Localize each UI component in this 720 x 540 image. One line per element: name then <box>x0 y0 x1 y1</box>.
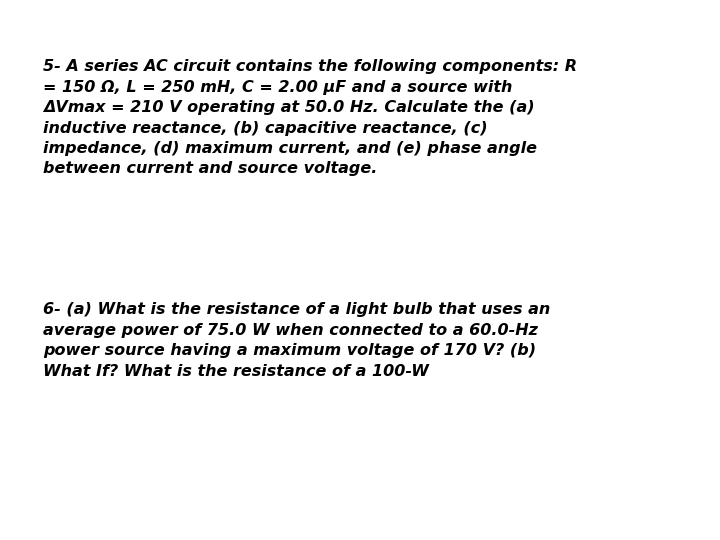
Text: 6- (a) What is the resistance of a light bulb that uses an
average power of 75.0: 6- (a) What is the resistance of a light… <box>43 302 551 379</box>
Text: 5- A series AC circuit contains the following components: R
= 150 Ω, L = 250 mH,: 5- A series AC circuit contains the foll… <box>43 59 577 177</box>
